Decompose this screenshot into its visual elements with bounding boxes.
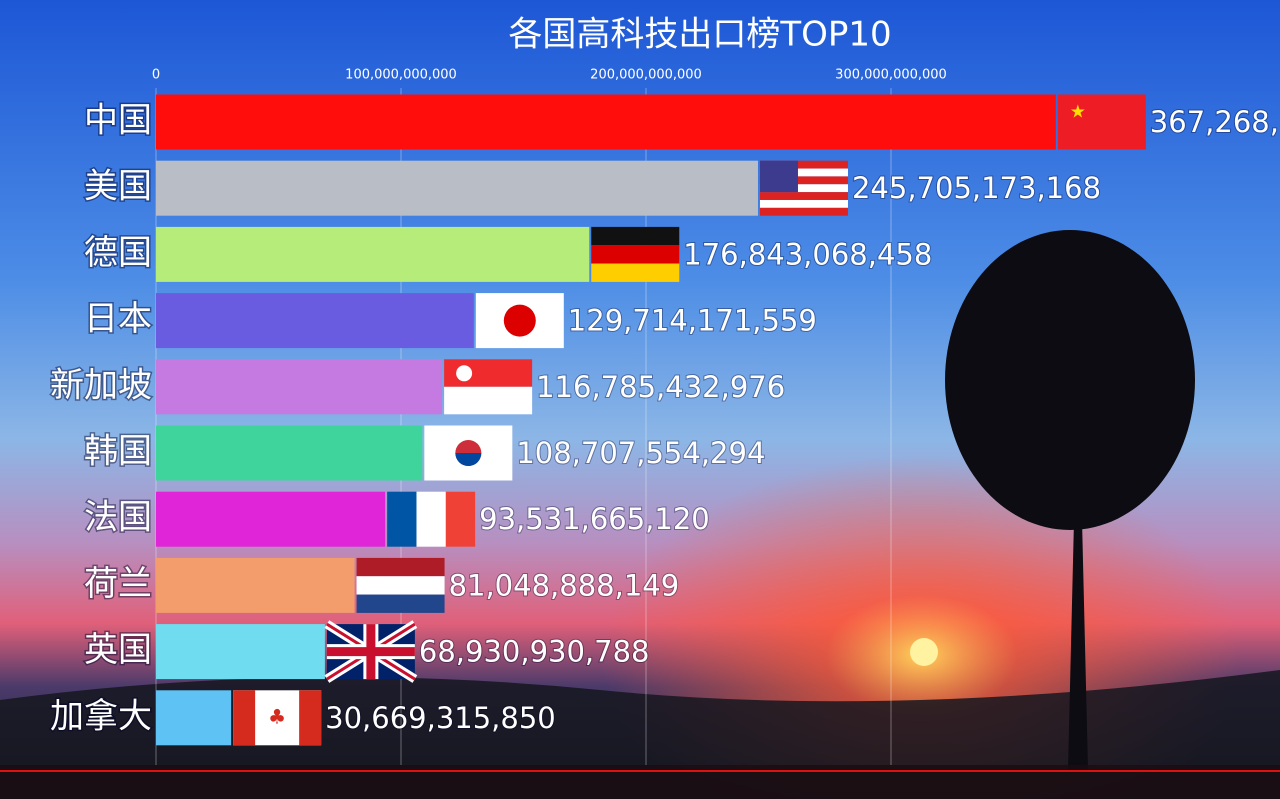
- y-tick-label: 日本: [84, 299, 152, 339]
- value-label: 68,930,930,788: [419, 635, 650, 669]
- y-tick-label: 法国: [84, 498, 152, 538]
- bar: [156, 491, 386, 547]
- flag: [1057, 94, 1146, 150]
- flag: [416, 491, 446, 547]
- flag-icon: [475, 293, 564, 349]
- flag-icon: [444, 359, 533, 415]
- bar: [156, 94, 1056, 150]
- x-tick-label: 100,000,000,000: [345, 68, 457, 83]
- flag: [455, 453, 482, 466]
- value-label: 245,705,173,168: [852, 171, 1101, 205]
- flag: [591, 226, 680, 246]
- flag: [444, 386, 533, 415]
- bar: [156, 359, 443, 415]
- y-tick-label: 新加坡: [50, 365, 152, 405]
- flag: [759, 192, 848, 200]
- x-tick-label: 0: [152, 68, 160, 83]
- flag: [356, 557, 445, 577]
- chart-title: 各国高科技出口榜TOP10: [508, 15, 891, 55]
- y-tick-label: 韩国: [84, 432, 152, 472]
- flag-icon: [387, 491, 476, 547]
- flag-icon: [324, 620, 418, 683]
- value-label: 176,843,068,458: [683, 237, 932, 271]
- value-label: 81,048,888,149: [449, 568, 680, 602]
- flag: [759, 160, 848, 169]
- flag-leaf: ♣: [268, 704, 286, 728]
- y-tick-label: 中国: [84, 101, 152, 141]
- flag-icon: [591, 226, 680, 282]
- flag: [387, 491, 417, 547]
- flag: [759, 160, 798, 193]
- flag: [456, 365, 473, 382]
- flag-star: ★: [1070, 102, 1086, 123]
- bar: [156, 557, 355, 613]
- flag-icon: ★: [1057, 94, 1146, 150]
- flag: [356, 576, 445, 595]
- bar: [156, 293, 474, 349]
- flag: [503, 304, 536, 337]
- value-label: 116,785,432,976: [536, 370, 785, 404]
- bar: [156, 226, 590, 282]
- flag: [445, 491, 476, 547]
- flag: [759, 168, 848, 177]
- sun: [910, 638, 938, 666]
- y-tick-label: 荷兰: [84, 564, 152, 604]
- flag: [233, 690, 256, 746]
- y-tick-label: 德国: [84, 233, 152, 273]
- y-tick-label: 英国: [84, 630, 152, 670]
- flag-icon: ♣: [233, 690, 322, 746]
- y-tick-label: 加拿大: [50, 696, 152, 736]
- value-label: 30,669,315,850: [325, 701, 556, 735]
- flag: [591, 263, 680, 282]
- value-label: 367,268,3: [1150, 105, 1280, 139]
- x-tick-label: 300,000,000,000: [835, 68, 947, 83]
- flag: [759, 176, 848, 185]
- flag: [356, 594, 445, 613]
- flag-icon: [356, 557, 445, 613]
- y-tick-label: 美国: [84, 167, 152, 207]
- flag: [326, 624, 415, 680]
- value-label: 129,714,171,559: [568, 304, 817, 338]
- bar: [156, 690, 232, 746]
- flag: [759, 207, 848, 216]
- flag: [299, 690, 322, 746]
- bar: [156, 624, 325, 680]
- flag-icon: [424, 425, 513, 481]
- flag: [759, 199, 848, 208]
- value-label: 108,707,554,294: [516, 436, 765, 470]
- flag-icon: [759, 160, 848, 216]
- x-tick-label: 200,000,000,000: [590, 68, 702, 83]
- palm-trunk: [1068, 520, 1088, 770]
- value-label: 93,531,665,120: [479, 502, 710, 536]
- bar: [156, 425, 423, 481]
- flag: [591, 245, 680, 264]
- flag: [759, 184, 848, 193]
- bar: [156, 160, 758, 216]
- palm-crown: [945, 230, 1195, 530]
